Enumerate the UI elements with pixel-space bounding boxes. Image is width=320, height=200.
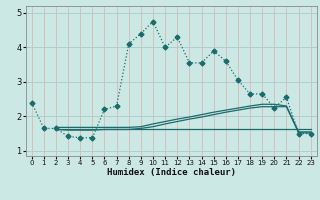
X-axis label: Humidex (Indice chaleur): Humidex (Indice chaleur) [107, 168, 236, 177]
